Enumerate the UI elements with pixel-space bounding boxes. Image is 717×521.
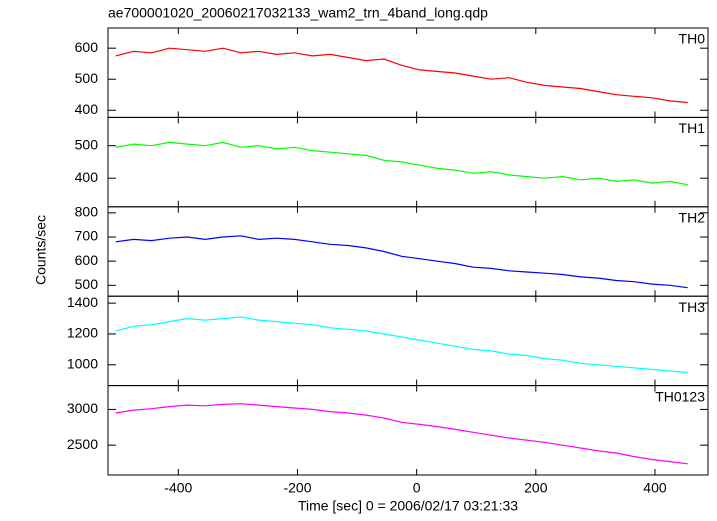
y-tick-label: 500 [75, 276, 99, 292]
y-tick-label: 1000 [67, 355, 98, 371]
y-tick-label: 500 [75, 70, 99, 86]
panel-frame [107, 206, 709, 297]
x-tick-label: -200 [283, 480, 311, 496]
y-tick-label: 3000 [67, 400, 98, 416]
y-tick-label: 1400 [67, 294, 98, 310]
y-tick-label: 2500 [67, 436, 98, 452]
x-axis-label: Time [sec] 0 = 2006/02/17 03:21:33 [298, 498, 518, 514]
y-tick-label: 400 [75, 169, 99, 185]
y-tick-label: 600 [75, 252, 99, 268]
light-curve [115, 403, 688, 465]
chart-title: ae700001020_20060217032133_wam2_trn_4ban… [108, 5, 488, 21]
x-tick-label: 200 [524, 480, 548, 496]
panel-label: TH2 [679, 210, 706, 226]
light-curve [115, 235, 688, 289]
y-tick-label: 700 [75, 228, 99, 244]
panel-label: TH0 [679, 31, 706, 47]
panel-frame [107, 385, 709, 476]
y-tick-label: 600 [75, 39, 99, 55]
y-tick-label: 800 [75, 204, 99, 220]
light-curve [115, 47, 688, 104]
y-tick-label: 400 [75, 101, 99, 117]
panel-label: TH0123 [655, 388, 705, 404]
light-curve [115, 141, 688, 186]
panel-label: TH1 [679, 120, 706, 136]
panel-label: TH3 [679, 299, 706, 315]
panel-frame [107, 27, 709, 118]
x-tick-label: -400 [164, 480, 192, 496]
y-tick-label: 500 [75, 136, 99, 152]
x-tick-label: 400 [643, 480, 667, 496]
light-curve [115, 316, 688, 374]
y-axis-label: Counts/sec [33, 215, 49, 285]
x-tick-label: 0 [413, 480, 421, 496]
panel-frame [107, 295, 709, 387]
y-tick-label: 1200 [67, 325, 98, 341]
panel-frame [107, 116, 709, 208]
